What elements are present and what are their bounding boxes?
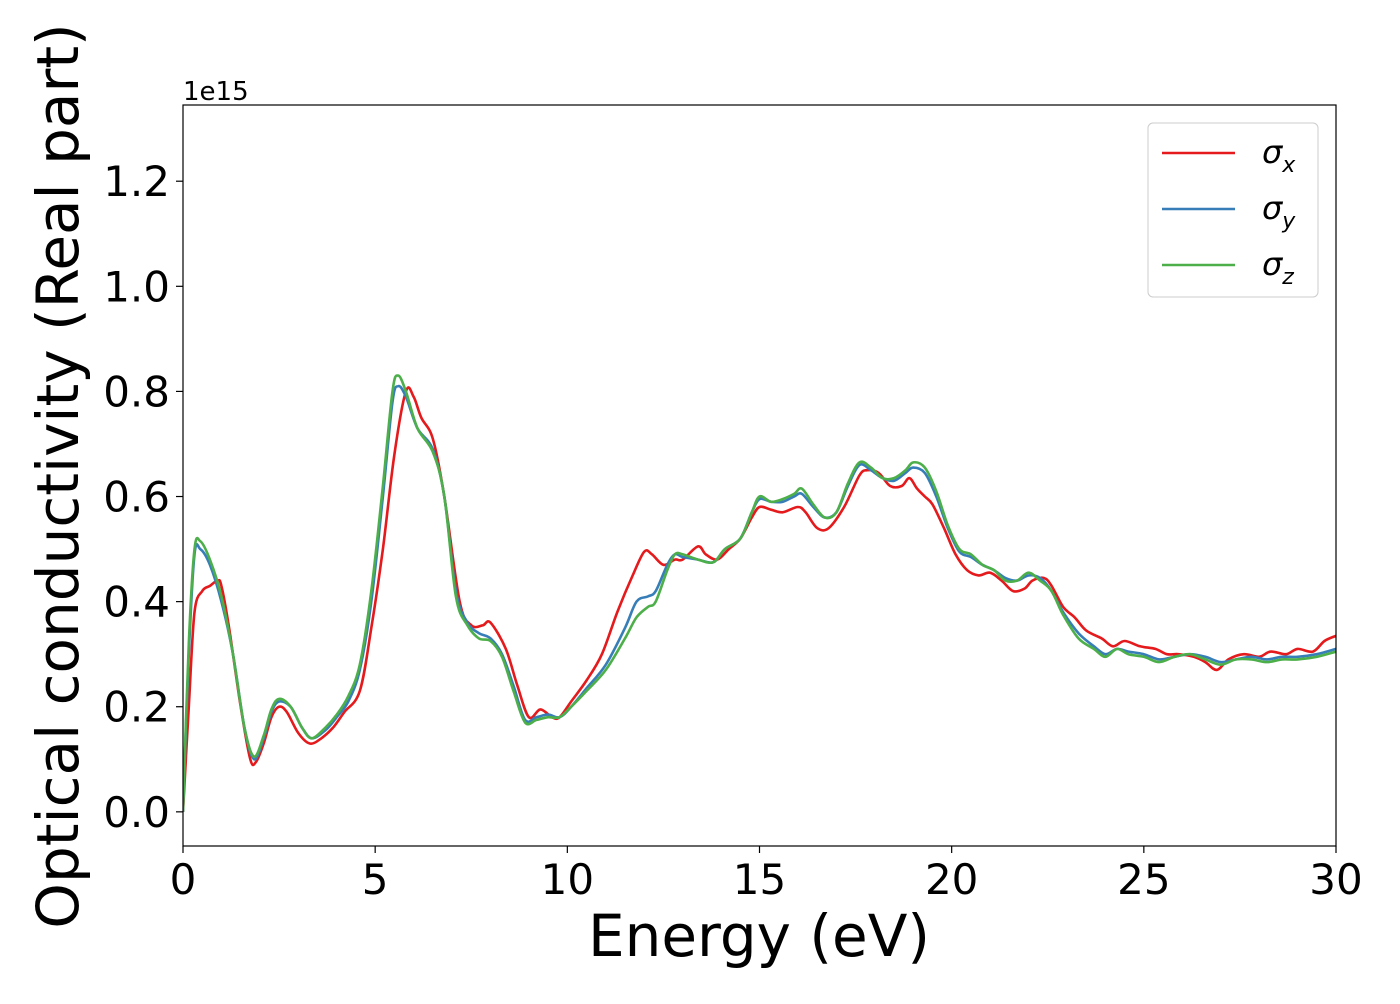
x-tick-label: 0 (170, 855, 197, 904)
y-axis-label: Optical conductivity (Real part) (24, 23, 92, 928)
y-tick-label: 0.4 (103, 578, 170, 627)
x-tick-label: 20 (925, 855, 978, 904)
x-tick-label: 5 (362, 855, 389, 904)
series-line-x (183, 386, 1336, 812)
x-axis-label: Energy (eV) (588, 902, 930, 970)
y-tick-label: 0.0 (103, 788, 170, 837)
x-axis: 0 5 10 15 20 25 30 (170, 846, 1363, 904)
x-tick-label: 25 (1117, 855, 1170, 904)
y-tick-label: 0.2 (103, 683, 170, 732)
legend-label-x: σx (1262, 133, 1296, 178)
x-tick-label: 15 (733, 855, 786, 904)
series-layer (183, 374, 1336, 812)
y-tick-label: 0.6 (103, 473, 170, 522)
legend-label-z: σz (1262, 245, 1294, 290)
y-tick-label: 1.2 (103, 157, 170, 206)
legend-label-y: σy (1262, 189, 1296, 234)
series-line-y (183, 384, 1336, 812)
x-tick-label: 30 (1309, 855, 1362, 904)
y-tick-label: 1.0 (103, 262, 170, 311)
series-line-z (183, 374, 1336, 812)
x-tick-label: 10 (541, 855, 594, 904)
y-offset-label: 1e15 (183, 77, 249, 107)
y-tick-label: 0.8 (103, 367, 170, 416)
legend: σx σy σz (1147, 122, 1319, 298)
y-axis: 0.0 0.2 0.4 0.6 0.8 1.0 1.2 (103, 157, 183, 837)
